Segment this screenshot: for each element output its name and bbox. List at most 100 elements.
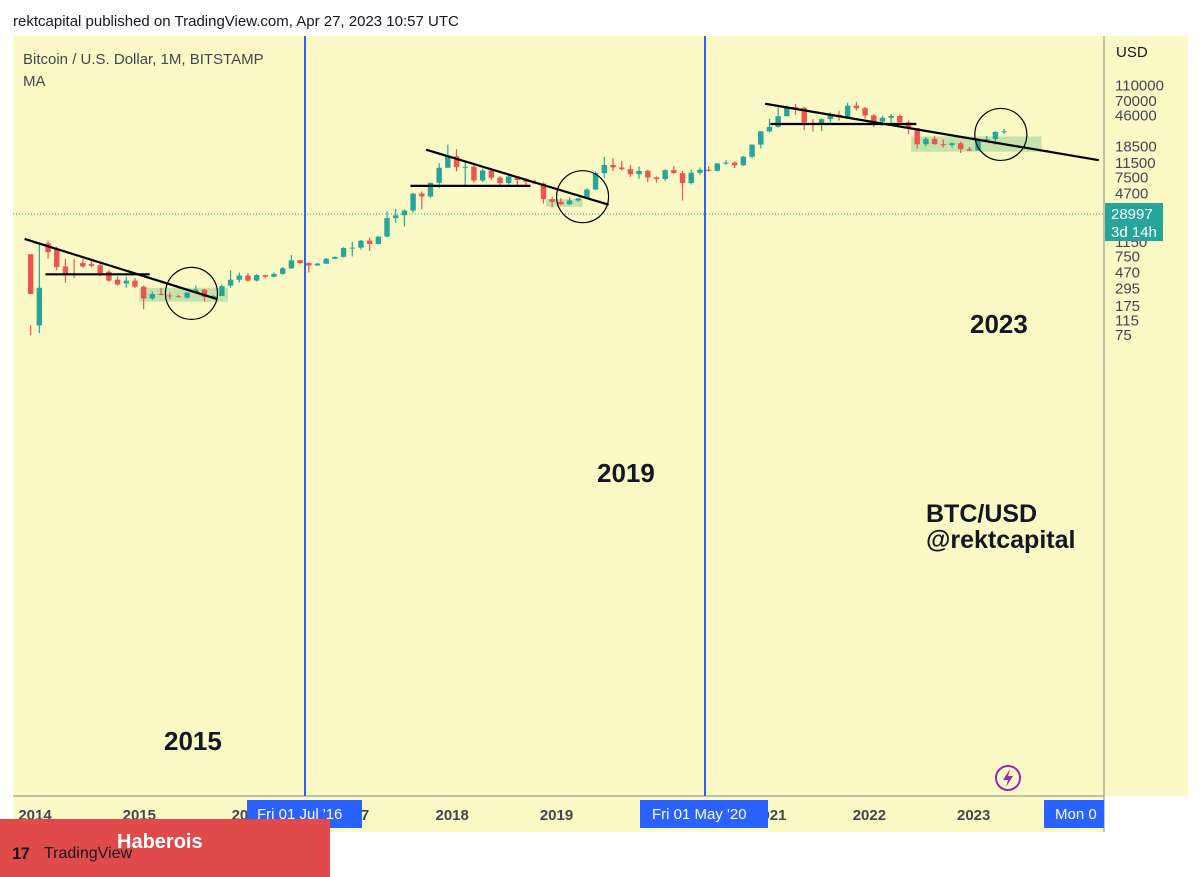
candle [271,272,277,278]
price-axis-background [1104,36,1188,796]
candle-body [445,156,451,168]
candle [584,188,590,199]
candle-body [45,243,51,253]
candle-body [627,169,634,175]
candle [844,102,851,118]
candle-body [36,287,43,326]
svg-text:Mon 0: Mon 0 [1055,806,1097,823]
candle-body [671,170,677,174]
candle-body [792,107,799,109]
price-tick-label: 115 [1115,313,1139,330]
candle [923,136,929,147]
candle-body [897,115,903,123]
candle-body [167,295,173,297]
candle [45,240,51,259]
price-tick-label: 18500 [1115,139,1157,156]
candle-body [758,131,764,145]
candle-body [905,122,912,129]
svg-text:Fri 01 Jul '16: Fri 01 Jul '16 [257,806,342,823]
candle [497,176,503,187]
price-tick-label: 750 [1115,248,1140,265]
candle-body [931,138,938,145]
candle [966,146,973,152]
candle [601,156,608,178]
lightning-icon[interactable] [995,765,1021,791]
candle-body [453,156,460,168]
downtrend-line-2015 [24,237,218,301]
legend-indicator: MA [23,73,46,90]
candle-body [505,176,512,184]
candle-body [62,266,69,275]
candle-body [688,172,694,184]
candle-body [436,167,442,183]
candle [114,276,121,286]
candle [158,287,164,296]
candle-body [140,286,147,299]
candle [697,167,703,175]
candle-body [653,177,660,180]
time-tick-label: 2023 [957,807,990,824]
candle [245,273,251,282]
candlestick-chart[interactable]: Bitcoin / U.S. Dollar, 1M, BITSTAMP MA 1… [13,36,1188,832]
candle-body [184,292,190,298]
candle [957,141,964,153]
candle-body [645,170,651,178]
annotation-2019: 2019 [597,458,655,488]
candle-body [462,166,468,168]
candle-body [358,240,364,248]
candle-body [844,105,851,118]
candle [393,209,399,223]
candle [62,258,69,283]
price-tick-label: 175 [1115,298,1140,315]
candle-body [488,170,495,178]
annotation-2015: 2015 [164,726,222,756]
price-tick-label: 295 [1115,280,1140,297]
annotation-pair: BTC/USD [926,500,1037,528]
candle-body [749,144,755,157]
last-price-label: 28997 3d 14h [1105,203,1163,241]
candle-body [957,143,964,150]
candle [253,273,260,282]
candle [167,292,173,300]
candle [436,163,442,189]
candle [140,285,147,310]
candle-body [27,254,34,295]
candle-body [123,280,129,284]
candle-body [245,275,251,281]
breakout-circle-2019 [555,170,610,224]
candle [731,161,738,169]
candle [636,166,642,179]
legend-symbol: Bitcoin / U.S. Dollar, 1M, BITSTAMP [23,51,264,68]
candle [262,274,269,278]
candle [462,162,468,186]
candle [897,114,903,123]
time-tick-label: 2022 [853,807,886,824]
published-byline: rektcapital published on TradingView.com… [13,13,459,30]
candle-body [262,275,269,277]
candle-body [827,114,833,120]
candle-body [132,280,138,287]
candle-body [210,296,216,298]
price-axis-currency: USD [1116,44,1148,61]
candle-body [201,289,208,297]
candle-body [306,262,312,266]
candle-body [158,294,164,296]
candle [618,160,625,171]
candle [558,198,564,206]
candle-body [393,215,399,219]
candle-body [497,177,503,184]
candle [175,294,182,298]
candle [853,101,860,111]
price-tick-label: 70000 [1115,93,1157,110]
candle [219,284,225,297]
candle [627,164,634,177]
candle-body [349,247,355,249]
candle-body [975,139,981,151]
candle [705,166,712,172]
breakout-circle-2023 [974,107,1028,162]
candle [740,156,747,166]
haberois-banner: Haberois [117,831,203,853]
candle [453,149,460,172]
annotation-2023: 2023 [970,309,1028,339]
candle-body [853,105,860,109]
